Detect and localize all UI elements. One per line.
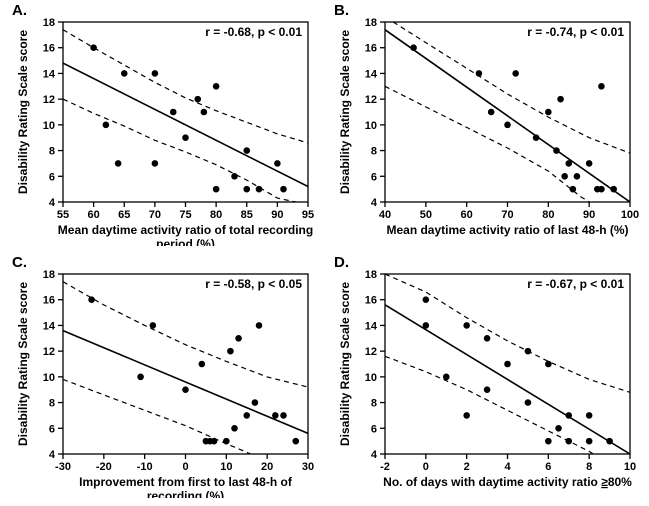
stat-text: r = -0.67, p < 0.01 bbox=[527, 277, 624, 291]
panel-label-d: D. bbox=[334, 254, 349, 271]
svg-text:30: 30 bbox=[302, 461, 314, 473]
stat-text: r = -0.58, p < 0.05 bbox=[205, 277, 302, 291]
svg-text:6: 6 bbox=[545, 461, 551, 473]
svg-text:90: 90 bbox=[271, 209, 283, 221]
svg-text:12: 12 bbox=[43, 346, 55, 358]
svg-text:10: 10 bbox=[624, 461, 636, 473]
svg-text:75: 75 bbox=[179, 209, 191, 221]
svg-text:Mean daytime activity ratio of: Mean daytime activity ratio of last 48-h… bbox=[386, 223, 628, 237]
svg-text:10: 10 bbox=[220, 461, 232, 473]
svg-text:18: 18 bbox=[43, 17, 55, 29]
svg-text:0: 0 bbox=[423, 461, 429, 473]
svg-text:recording (%): recording (%) bbox=[147, 489, 224, 498]
svg-text:6: 6 bbox=[49, 423, 55, 435]
svg-text:Disability Rating Scale score: Disability Rating Scale score bbox=[16, 30, 30, 194]
svg-text:100: 100 bbox=[621, 209, 639, 221]
svg-text:10: 10 bbox=[365, 372, 377, 384]
svg-text:90: 90 bbox=[583, 209, 595, 221]
svg-text:No. of days with daytime activ: No. of days with daytime activity ratio … bbox=[383, 475, 632, 489]
svg-text:8: 8 bbox=[371, 398, 377, 410]
svg-text:8: 8 bbox=[49, 398, 55, 410]
svg-text:2: 2 bbox=[464, 461, 470, 473]
svg-text:0: 0 bbox=[182, 461, 188, 473]
svg-text:4: 4 bbox=[371, 197, 378, 209]
svg-text:60: 60 bbox=[461, 209, 473, 221]
svg-text:18: 18 bbox=[365, 269, 377, 281]
svg-text:6: 6 bbox=[371, 171, 377, 183]
svg-text:12: 12 bbox=[365, 346, 377, 358]
svg-text:Disability Rating Scale score: Disability Rating Scale score bbox=[338, 30, 352, 194]
panel-label-a: A. bbox=[12, 2, 27, 19]
panel-label-c: C. bbox=[12, 254, 27, 271]
panel-d: D. -2 0 2 4 6 8 10 4 6 8 10 12 14 16 18 r = -0.67, p < 0… bbox=[330, 256, 642, 498]
chart-svg: 40 50 60 70 80 90 100 4 6 8 10 12 14 16 18 r = -0.74, p… bbox=[330, 4, 642, 246]
svg-text:Disability Rating Scale score: Disability Rating Scale score bbox=[16, 282, 30, 446]
stat-text: r = -0.74, p < 0.01 bbox=[527, 25, 624, 39]
svg-text:4: 4 bbox=[49, 197, 56, 209]
svg-text:50: 50 bbox=[420, 209, 432, 221]
svg-text:80: 80 bbox=[210, 209, 222, 221]
chart-svg: 55 60 65 70 75 80 85 90 95 4 6 8 10 12 14 16 18 r = -0.68… bbox=[8, 4, 320, 246]
chart-svg: -30 -20 -10 0 10 20 30 4 6 8 10 12 14 16 18 r = -0.58, … bbox=[8, 256, 320, 498]
svg-text:14: 14 bbox=[43, 68, 56, 80]
svg-text:85: 85 bbox=[241, 209, 253, 221]
svg-text:40: 40 bbox=[379, 209, 391, 221]
panel-a: A. 55 60 65 70 75 80 85 90 95 4 6 8 10 12 14 16 18 r = -0.… bbox=[8, 4, 320, 246]
panel-label-b: B. bbox=[334, 2, 349, 19]
svg-text:20: 20 bbox=[261, 461, 273, 473]
svg-text:16: 16 bbox=[365, 43, 377, 55]
svg-text:70: 70 bbox=[501, 209, 513, 221]
svg-text:80: 80 bbox=[542, 209, 554, 221]
svg-text:10: 10 bbox=[365, 120, 377, 132]
svg-text:10: 10 bbox=[43, 372, 55, 384]
svg-text:-2: -2 bbox=[380, 461, 390, 473]
svg-text:95: 95 bbox=[302, 209, 314, 221]
svg-text:16: 16 bbox=[43, 43, 55, 55]
svg-text:8: 8 bbox=[371, 146, 377, 158]
svg-text:12: 12 bbox=[43, 94, 55, 106]
svg-text:-30: -30 bbox=[55, 461, 71, 473]
svg-text:-20: -20 bbox=[96, 461, 112, 473]
svg-text:10: 10 bbox=[43, 120, 55, 132]
svg-text:4: 4 bbox=[504, 461, 511, 473]
svg-text:-10: -10 bbox=[137, 461, 153, 473]
svg-text:period (%): period (%) bbox=[156, 237, 215, 246]
svg-text:14: 14 bbox=[365, 68, 378, 80]
svg-text:8: 8 bbox=[49, 146, 55, 158]
svg-text:Disability Rating Scale score: Disability Rating Scale score bbox=[338, 282, 352, 446]
svg-text:Improvement from first to last: Improvement from first to last 48-h of bbox=[79, 475, 293, 489]
svg-text:70: 70 bbox=[149, 209, 161, 221]
svg-text:60: 60 bbox=[88, 209, 100, 221]
svg-text:14: 14 bbox=[43, 320, 56, 332]
panel-b: B. 40 50 60 70 80 90 100 4 6 8 10 12 14 16 18 r = -0.74,… bbox=[330, 4, 642, 246]
svg-text:14: 14 bbox=[365, 320, 378, 332]
panel-c: C. -30 -20 -10 0 10 20 30 4 6 8 10 12 14 16 18 r = -0.58… bbox=[8, 256, 320, 498]
svg-text:12: 12 bbox=[365, 94, 377, 106]
svg-text:18: 18 bbox=[43, 269, 55, 281]
svg-text:16: 16 bbox=[365, 295, 377, 307]
svg-text:4: 4 bbox=[371, 449, 378, 461]
svg-text:Mean daytime activity ratio of: Mean daytime activity ratio of total rec… bbox=[58, 223, 313, 237]
svg-text:18: 18 bbox=[365, 17, 377, 29]
svg-text:55: 55 bbox=[57, 209, 69, 221]
svg-text:6: 6 bbox=[371, 423, 377, 435]
figure: A.5560657075808590954681012141618r = -0.… bbox=[0, 0, 649, 506]
svg-text:65: 65 bbox=[118, 209, 130, 221]
svg-text:4: 4 bbox=[49, 449, 56, 461]
stat-text: r = -0.68, p < 0.01 bbox=[205, 25, 302, 39]
svg-text:6: 6 bbox=[49, 171, 55, 183]
svg-text:8: 8 bbox=[586, 461, 592, 473]
chart-svg: -2 0 2 4 6 8 10 4 6 8 10 12 14 16 18 r = -0.67, p < 0.0… bbox=[330, 256, 642, 498]
svg-text:16: 16 bbox=[43, 295, 55, 307]
